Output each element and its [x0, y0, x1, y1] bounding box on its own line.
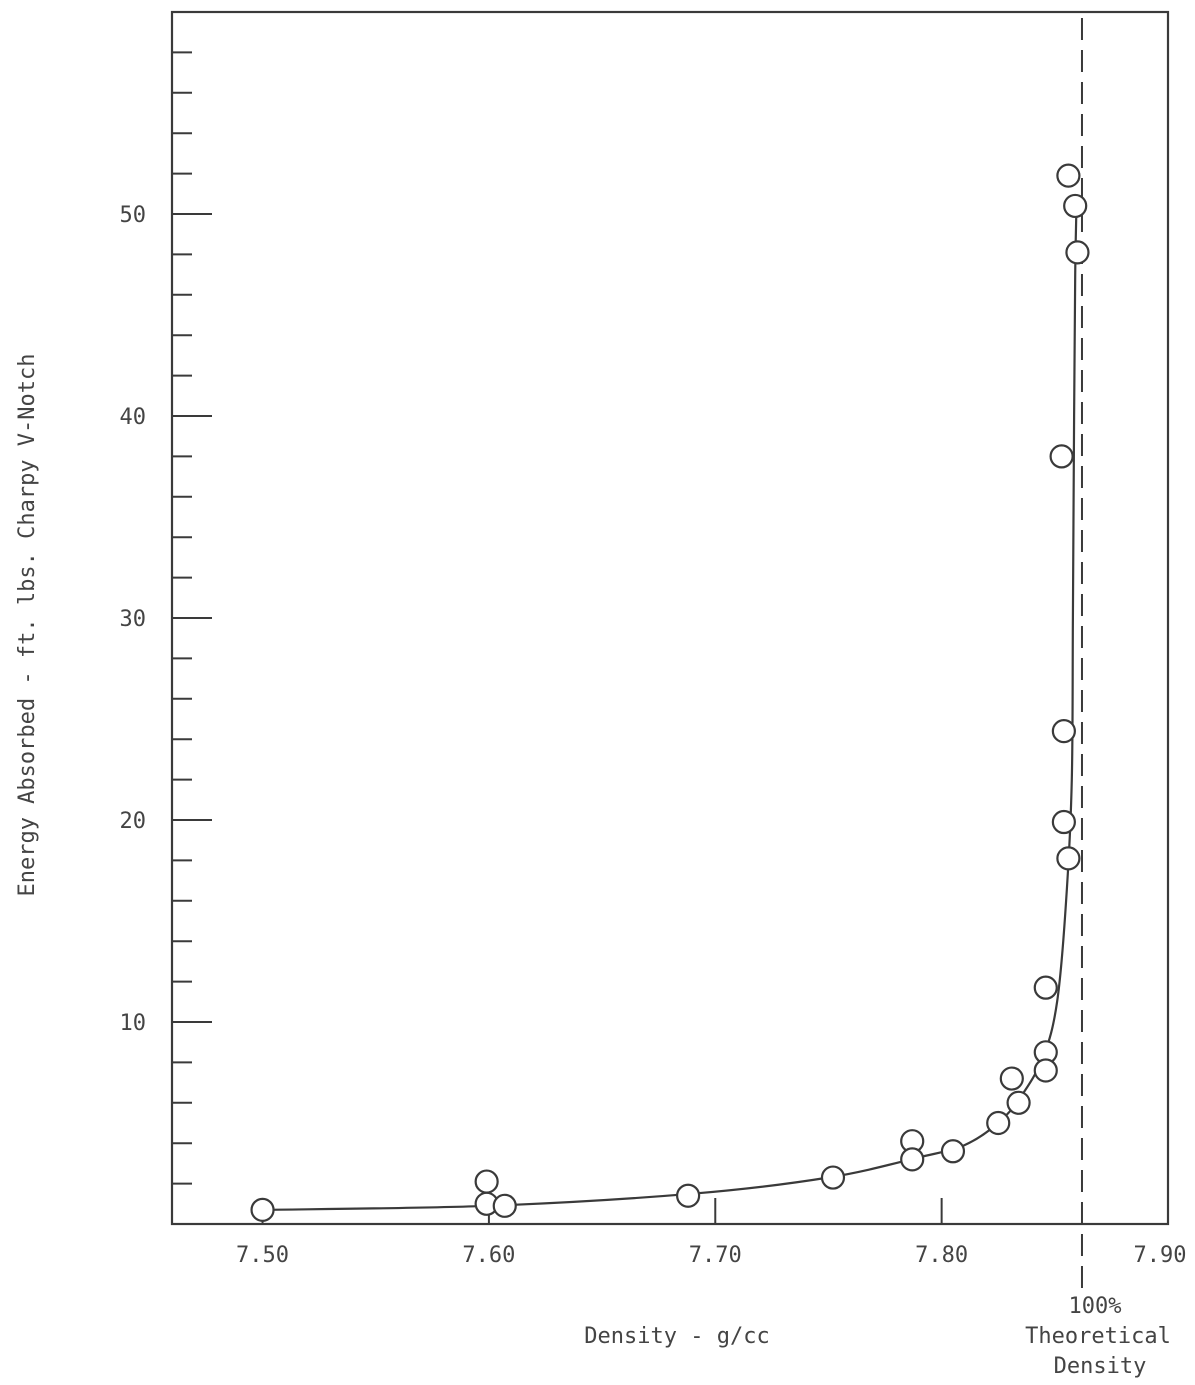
y-tick-label: 40 [120, 405, 147, 430]
data-point [1056, 846, 1081, 871]
y-tick-label: 30 [120, 607, 147, 632]
x-axis-label: Density - g/cc [584, 1324, 769, 1349]
data-point [1065, 240, 1090, 265]
y-tick-label: 50 [120, 203, 147, 228]
data-point [940, 1139, 966, 1164]
x-axis-ticks: 7.50 7.60 7.70 7.80 7.90 [236, 1198, 1186, 1268]
plot-frame [170, 10, 1170, 1226]
reference-line-label-3: Density [1054, 1354, 1147, 1379]
y-axis-ticks: 10 20 30 40 50 [120, 51, 212, 1185]
x-tick-label: 7.60 [462, 1243, 515, 1268]
data-points [250, 163, 1090, 1222]
data-point [820, 1165, 846, 1190]
y-axis-label: Energy Absorbed - ft. lbs. Charpy V-Notc… [15, 353, 40, 896]
data-point [986, 1110, 1011, 1136]
fit-curve [262, 213, 1078, 1211]
reference-line-label-2: Theoretical [1025, 1324, 1171, 1349]
data-point [492, 1193, 517, 1218]
data-point [1033, 975, 1058, 1000]
y-tick-label: 10 [120, 1011, 147, 1036]
x-tick-label: 7.80 [915, 1243, 968, 1268]
x-tick-label: 7.90 [1134, 1243, 1187, 1268]
data-point [1051, 809, 1076, 835]
data-point [1051, 719, 1076, 744]
data-point [1033, 1058, 1058, 1083]
x-tick-label: 7.50 [236, 1243, 289, 1268]
data-point [676, 1183, 701, 1208]
data-point [1049, 444, 1074, 469]
data-point [250, 1197, 275, 1222]
data-point [474, 1169, 499, 1194]
reference-line-label-1: 100% [1069, 1294, 1122, 1319]
data-point [900, 1147, 925, 1172]
y-tick-label: 20 [120, 809, 147, 834]
x-tick-label: 7.70 [689, 1243, 742, 1268]
data-point [999, 1066, 1024, 1091]
data-point [1063, 193, 1088, 219]
data-point [1006, 1090, 1031, 1115]
data-point [1056, 163, 1081, 188]
